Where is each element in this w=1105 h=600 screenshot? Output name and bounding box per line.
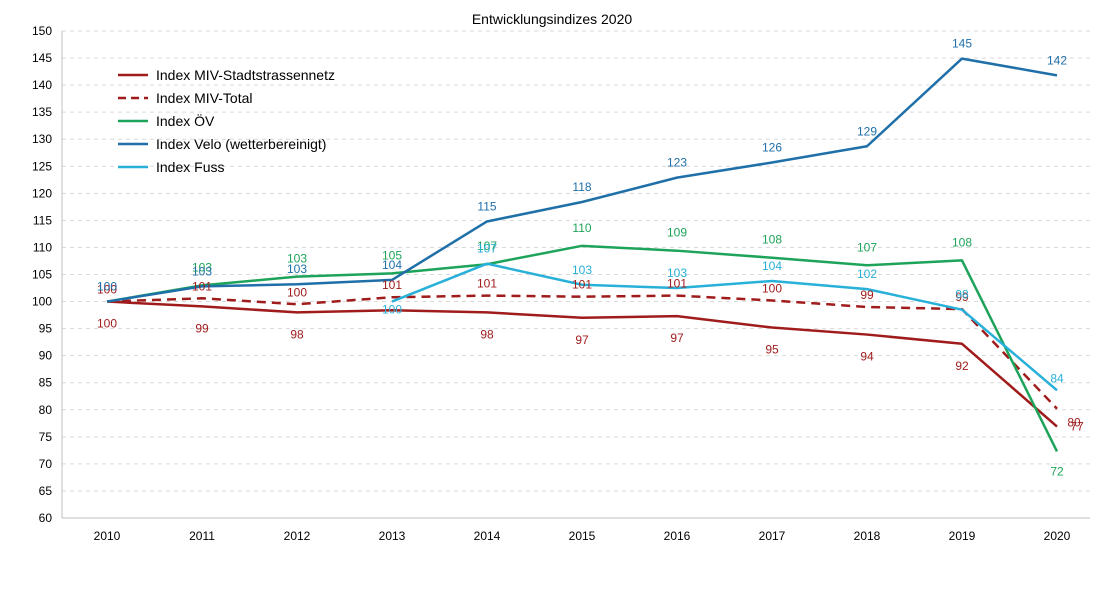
legend-label: Index Velo (wetterbereinigt) [156,136,326,152]
y-tick-label: 95 [39,322,53,336]
legend: Index MIV-Stadtstrassennetz Index MIV-Tot… [118,67,335,175]
data-label: 101 [572,278,592,292]
y-tick-label: 100 [32,295,52,309]
data-label: 103 [192,260,212,274]
data-label: 100 [762,281,782,295]
data-label: 103 [572,263,592,277]
y-tick-label: 75 [39,430,53,444]
series-line-4 [391,262,1058,392]
x-tick-label: 2015 [569,529,596,543]
legend-label: Index MIV-Stadtstrassennetz [156,67,335,83]
data-label: 101 [667,277,687,291]
x-tick-label: 2013 [379,529,406,543]
data-label: 110 [572,221,591,235]
data-label: 97 [575,333,589,347]
data-label: 108 [762,233,782,247]
y-tick-label: 125 [32,159,52,173]
data-label: 129 [857,124,877,138]
series-line-1 [106,294,1058,410]
y-tick-label: 70 [39,457,53,471]
data-label: 98 [955,288,969,302]
legend-label: Index ÖV [156,112,215,129]
data-label: 100 [97,317,117,331]
y-tick-label: 130 [32,132,52,146]
y-tick-label: 105 [32,268,52,282]
data-label: 101 [192,279,212,293]
data-label: 92 [955,359,969,373]
x-tick-label: 2010 [94,529,121,543]
data-label: 107 [477,239,497,253]
y-tick-label: 140 [32,78,52,92]
data-label: 102 [857,267,877,281]
x-tick-label: 2012 [284,529,311,543]
data-label: 80 [1067,416,1081,430]
data-label: 100 [382,303,402,317]
data-label: 142 [1047,53,1067,67]
y-tick-label: 145 [32,51,52,65]
x-tick-label: 2019 [949,529,976,543]
data-label: 109 [667,226,687,240]
y-tick-label: 90 [39,349,53,363]
data-label: 77 [1070,420,1084,434]
data-label: 103 [287,262,307,276]
data-label: 107 [857,240,877,254]
y-tick-label: 150 [32,24,52,38]
data-label: 101 [477,277,497,291]
data-label: 95 [765,343,779,357]
data-label: 118 [572,180,591,194]
chart-title: Entwicklungsindizes 2020 [472,11,633,27]
data-label: 104 [382,258,402,272]
y-axis: 60 65 70 75 80 85 90 95 100 105 110 115 120 125 130 135… [32,24,63,525]
data-label: 107 [477,242,497,256]
data-label: 99 [195,321,209,335]
x-tick-label: 2014 [474,529,501,543]
x-axis: 2010 2011 2012 2013 2014 2015 2016 2017 2018 2019… [62,517,1090,543]
data-label: 99 [860,288,874,302]
data-label: 94 [860,350,874,364]
data-label: 104 [762,259,782,273]
data-label: 72 [1050,464,1064,478]
data-label: 100 [287,285,307,299]
data-label: 103 [667,266,687,280]
data-label: 105 [382,248,402,262]
data-label: 100 [97,280,117,294]
legend-label: Index MIV-Total [156,90,253,106]
y-tick-label: 120 [32,186,52,200]
x-tick-label: 2011 [189,529,215,543]
data-label: 98 [290,327,304,341]
y-tick-label: 110 [33,240,52,254]
y-tick-label: 135 [32,105,52,119]
y-tick-label: 85 [39,376,53,390]
gridlines [62,30,1090,519]
y-tick-label: 60 [39,511,53,525]
data-label: 101 [382,278,402,292]
data-label: 103 [287,252,307,266]
data-label: 84 [1050,371,1064,385]
data-label: 108 [952,235,972,249]
y-tick-label: 115 [33,213,52,227]
x-tick-label: 2016 [664,529,691,543]
data-label: 145 [952,37,972,51]
data-label: 126 [762,140,782,154]
data-label: 123 [667,156,687,170]
legend-label: Index Fuss [156,159,224,175]
y-tick-label: 80 [39,403,53,417]
data-label: 115 [477,199,496,213]
series-line-3 [106,57,1058,303]
x-tick-label: 2017 [759,529,786,543]
series-line-2 [106,244,1059,452]
data-label: 103 [192,264,212,278]
data-label: 99 [955,290,969,304]
data-label: 97 [670,331,684,345]
x-tick-label: 2018 [854,529,881,543]
series-layer [106,57,1059,452]
series-line-0 [106,300,1058,428]
data-label: 100 [97,283,117,297]
data-label: 98 [480,327,494,341]
x-tick-label: 2020 [1044,529,1071,543]
y-tick-label: 65 [39,484,53,498]
